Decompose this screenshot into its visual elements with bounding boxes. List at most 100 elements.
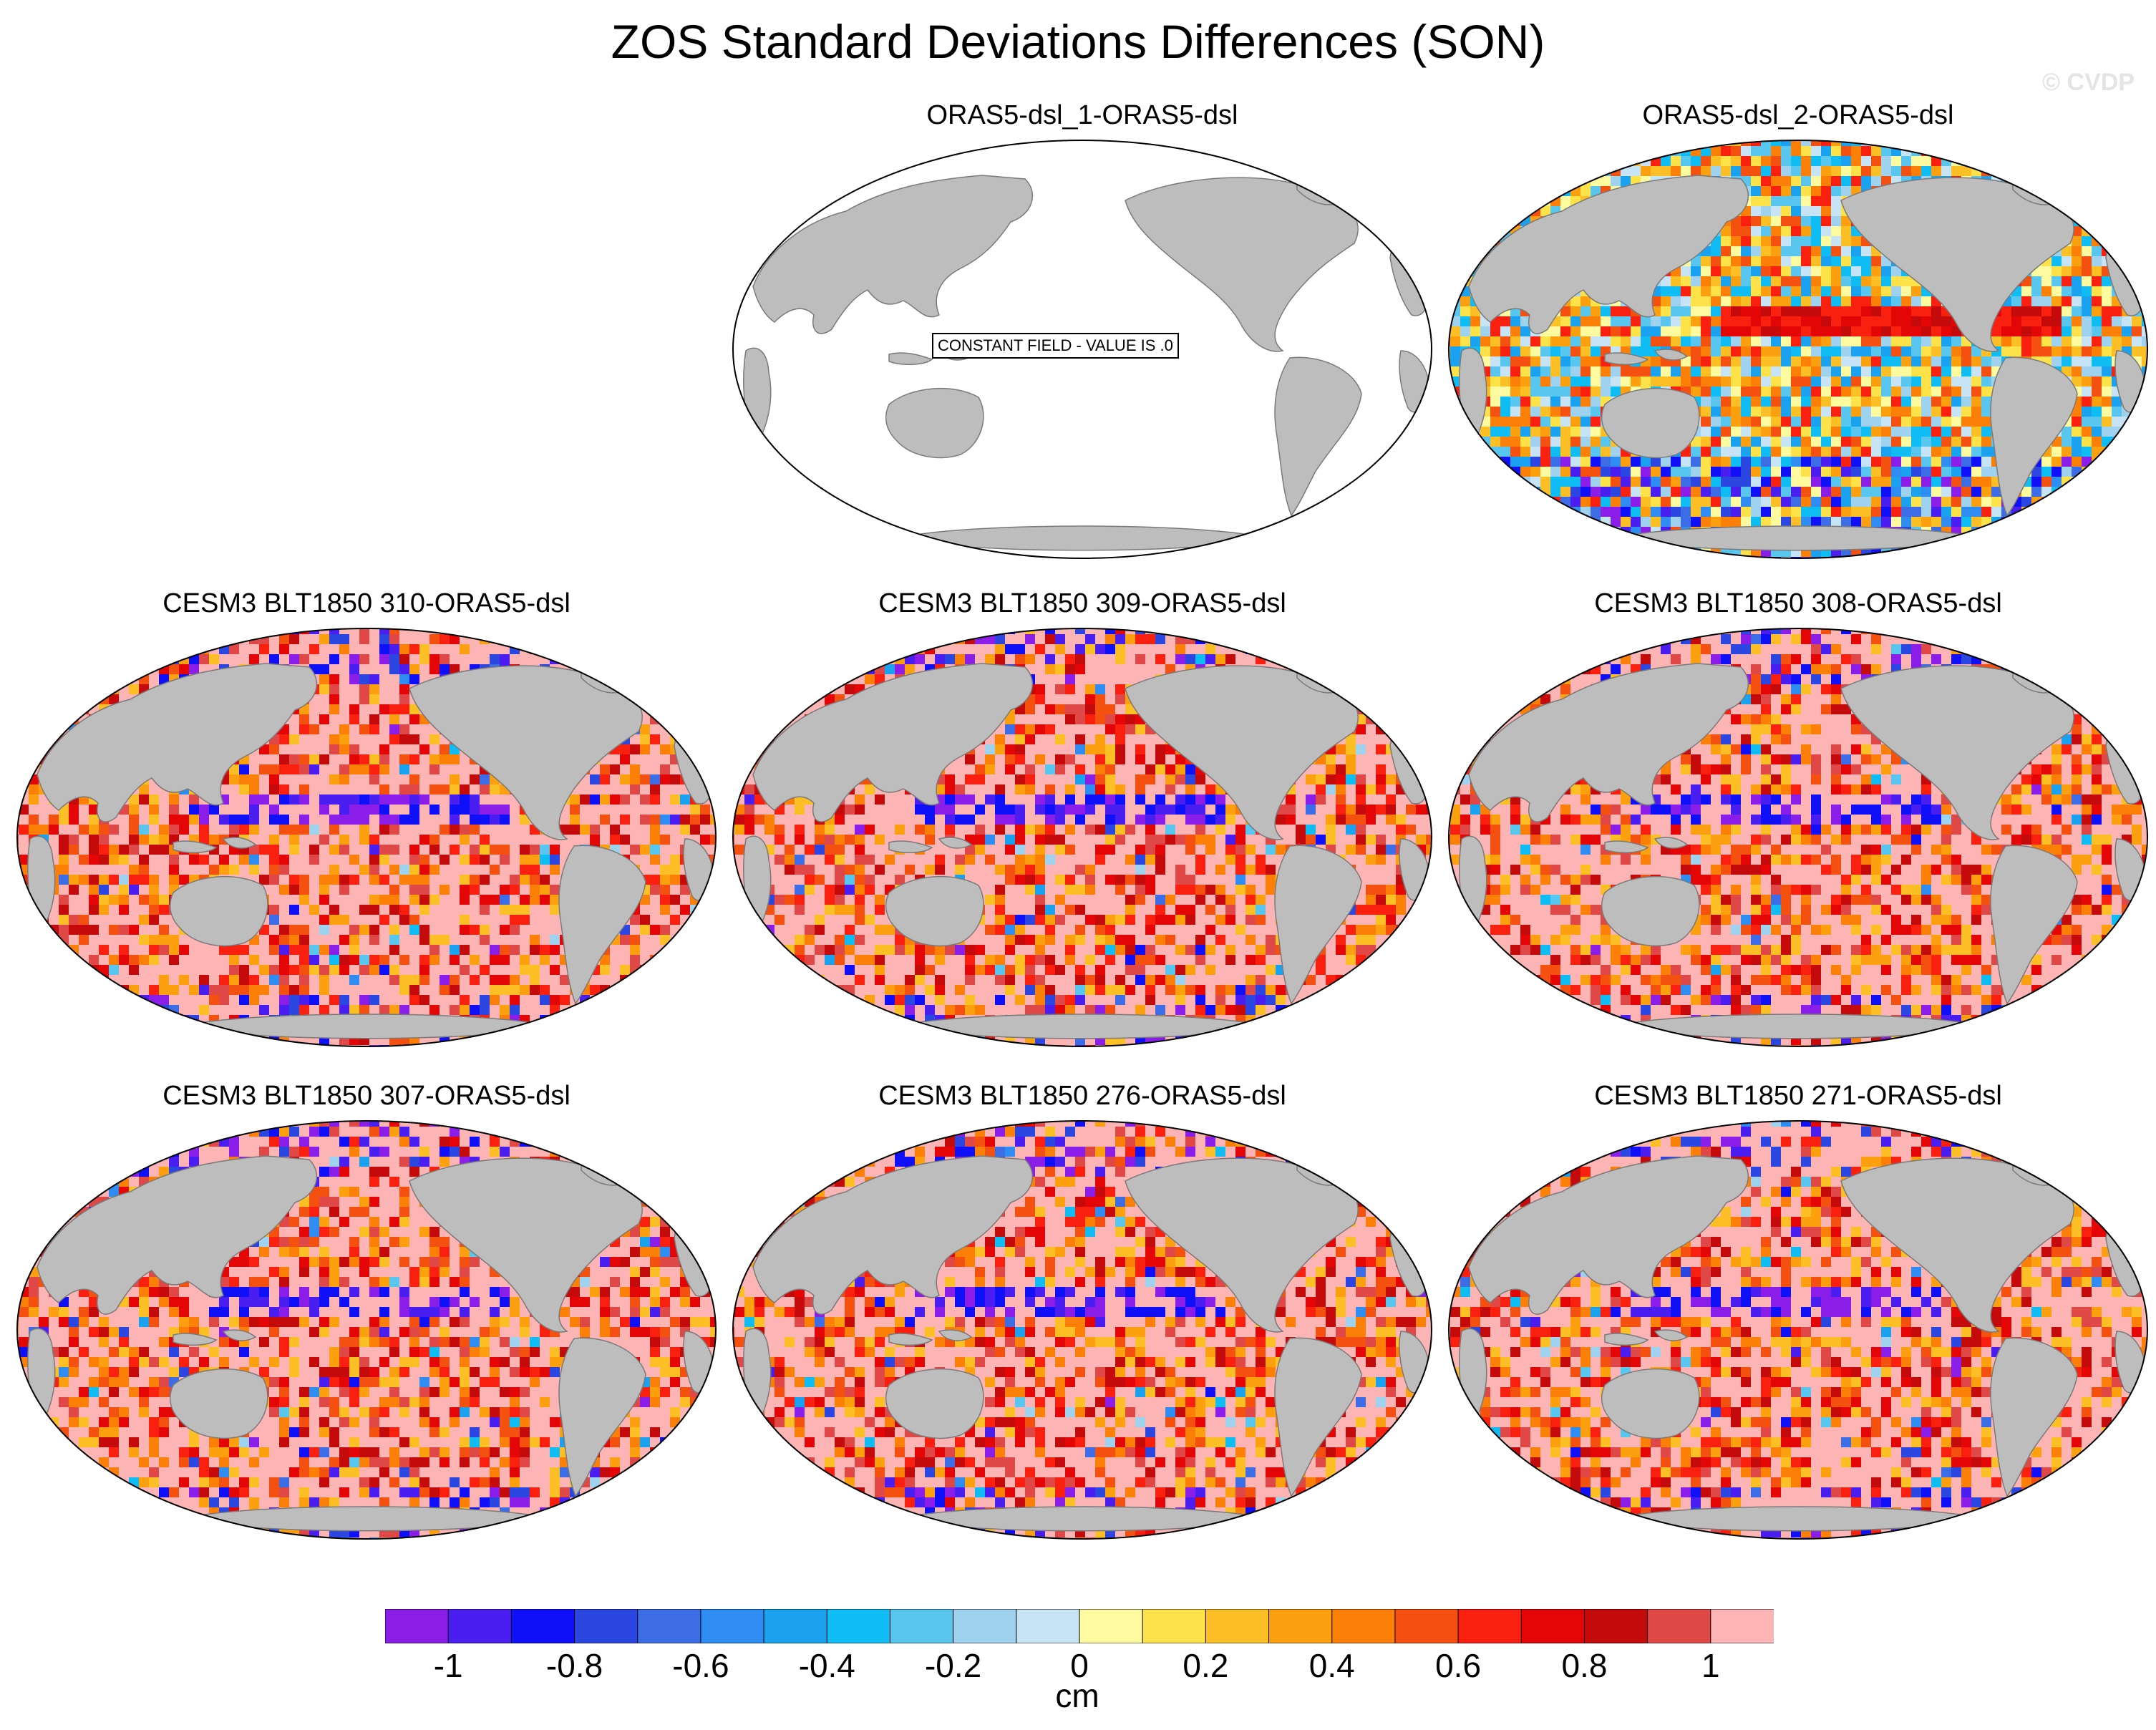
colorbar-tick-label: -0.6 bbox=[672, 1647, 729, 1684]
map-panel: ORAS5-dsl_2-ORAS5-dsl bbox=[1440, 100, 2156, 559]
land-mass bbox=[1654, 1329, 1689, 1341]
colorbar-tick-label: -0.4 bbox=[798, 1647, 855, 1684]
map-border bbox=[16, 1120, 717, 1540]
land-mass bbox=[888, 1333, 933, 1346]
map-panel: ORAS5-dsl_1-ORAS5-dsl CONSTANT FIELD - VA… bbox=[724, 100, 1440, 559]
land-mass bbox=[1840, 1157, 2074, 1333]
land-mass bbox=[1990, 356, 2078, 517]
panel-title: CESM3 BLT1850 307-ORAS5-dsl bbox=[162, 1081, 570, 1111]
world-map bbox=[1448, 628, 2148, 1047]
land-mass bbox=[409, 665, 643, 840]
panel-title: ORAS5-dsl_2-ORAS5-dsl bbox=[1642, 100, 1954, 130]
colorbar-tick-label: 0.8 bbox=[1561, 1647, 1608, 1684]
land-mass bbox=[1125, 665, 1359, 840]
land-mass bbox=[558, 1337, 646, 1497]
land-mass bbox=[222, 1329, 257, 1341]
land-mass bbox=[1274, 1337, 1362, 1497]
colorbar-swatch bbox=[510, 1609, 576, 1643]
land-mass bbox=[752, 1155, 1033, 1315]
map-border bbox=[732, 628, 1432, 1047]
colorbar-swatch bbox=[1647, 1609, 1711, 1643]
land-mass bbox=[1468, 175, 1749, 334]
land-mass bbox=[37, 663, 317, 822]
land-mass bbox=[1601, 387, 1700, 459]
constant-field-label: CONSTANT FIELD - VALUE IS .0 bbox=[932, 333, 1179, 359]
panel-title: CESM3 BLT1850 310-ORAS5-dsl bbox=[162, 588, 570, 618]
panel-title: CESM3 BLT1850 271-ORAS5-dsl bbox=[1594, 1081, 2002, 1111]
land-mass bbox=[222, 837, 257, 849]
colorbar-swatch bbox=[1016, 1609, 1081, 1643]
land-mass bbox=[1468, 663, 1749, 822]
land-mass bbox=[1274, 845, 1362, 1005]
colorbar-tick-label: 0 bbox=[1070, 1647, 1089, 1684]
land-mass bbox=[37, 1155, 317, 1315]
map-panel: CESM3 BLT1850 310-ORAS5-dsl bbox=[9, 588, 724, 1047]
colorbar-swatch bbox=[953, 1609, 1017, 1643]
panel-title: CESM3 BLT1850 308-ORAS5-dsl bbox=[1594, 588, 2002, 618]
colorbar-swatch bbox=[826, 1609, 891, 1643]
map-border bbox=[1448, 1120, 2148, 1540]
colorbar-tick-label: 0.2 bbox=[1183, 1647, 1229, 1684]
colorbar-swatch bbox=[1520, 1609, 1586, 1643]
land-mass bbox=[1468, 1155, 1749, 1315]
map-border bbox=[1448, 628, 2148, 1047]
land-mass bbox=[169, 875, 268, 947]
colorbar-swatch bbox=[1142, 1609, 1207, 1643]
land-mass bbox=[1125, 1157, 1359, 1333]
land-mass bbox=[1601, 875, 1700, 947]
colorbar-tick-label: 0.4 bbox=[1308, 1647, 1355, 1684]
colorbar-swatch bbox=[637, 1609, 701, 1643]
world-map bbox=[1448, 140, 2148, 559]
land-mass bbox=[1990, 845, 2078, 1005]
map-panel: CESM3 BLT1850 307-ORAS5-dsl bbox=[9, 1081, 724, 1540]
colorbar-tick-label: 1 bbox=[1701, 1647, 1720, 1684]
colorbar-swatch bbox=[1710, 1609, 1774, 1643]
colorbar-tick-label: 0.6 bbox=[1435, 1647, 1482, 1684]
land-mass bbox=[558, 845, 646, 1005]
map-panel: CESM3 BLT1850 308-ORAS5-dsl bbox=[1440, 588, 2156, 1047]
colorbar-swatch bbox=[700, 1609, 765, 1643]
land-mass bbox=[1604, 352, 1649, 366]
land-mass bbox=[1601, 1368, 1700, 1439]
colorbar-tick-label: -0.8 bbox=[545, 1647, 603, 1684]
map-panel: CESM3 BLT1850 271-ORAS5-dsl bbox=[1440, 1081, 2156, 1540]
world-map bbox=[16, 628, 717, 1047]
colorbar-swatch bbox=[1394, 1609, 1460, 1643]
colorbar-swatch bbox=[574, 1609, 638, 1643]
panel-title: CESM3 BLT1850 309-ORAS5-dsl bbox=[878, 588, 1286, 618]
world-map bbox=[16, 1120, 717, 1540]
land-mass bbox=[938, 1329, 973, 1341]
map-border bbox=[16, 628, 717, 1047]
colorbar-swatch bbox=[447, 1609, 513, 1643]
land-mass bbox=[169, 1368, 268, 1439]
land-mass bbox=[173, 1333, 218, 1346]
map-border bbox=[732, 140, 1432, 559]
colorbar bbox=[385, 1609, 1774, 1643]
land-mass bbox=[1274, 356, 1362, 517]
world-map bbox=[732, 1120, 1432, 1540]
colorbar-unit: cm bbox=[1055, 1677, 1099, 1714]
land-mass bbox=[885, 1368, 984, 1439]
world-map bbox=[732, 628, 1432, 1047]
panel-title: CESM3 BLT1850 276-ORAS5-dsl bbox=[878, 1081, 1286, 1111]
land-mass bbox=[409, 1157, 643, 1333]
colorbar-tick-label: -0.2 bbox=[924, 1647, 982, 1684]
land-mass bbox=[1654, 837, 1689, 849]
land-mass bbox=[173, 840, 218, 854]
map-border bbox=[1448, 140, 2148, 559]
land-mass bbox=[885, 875, 984, 947]
panel-title: ORAS5-dsl_1-ORAS5-dsl bbox=[926, 100, 1238, 130]
figure-title: ZOS Standard Deviations Differences (SON… bbox=[611, 15, 1545, 68]
map-panel: CESM3 BLT1850 309-ORAS5-dsl bbox=[724, 588, 1440, 1047]
land-mass bbox=[1604, 840, 1649, 854]
world-map bbox=[1448, 1120, 2148, 1540]
land-mass bbox=[1840, 177, 2074, 352]
colorbar-swatch bbox=[1268, 1609, 1333, 1643]
map-panel: CESM3 BLT1850 276-ORAS5-dsl bbox=[724, 1081, 1440, 1540]
land-mass bbox=[1604, 1333, 1649, 1346]
colorbar-swatch bbox=[1079, 1609, 1144, 1643]
land-mass bbox=[885, 387, 984, 459]
land-mass bbox=[1125, 177, 1359, 352]
land-mass bbox=[1990, 1337, 2078, 1497]
land-mass bbox=[1840, 665, 2074, 840]
